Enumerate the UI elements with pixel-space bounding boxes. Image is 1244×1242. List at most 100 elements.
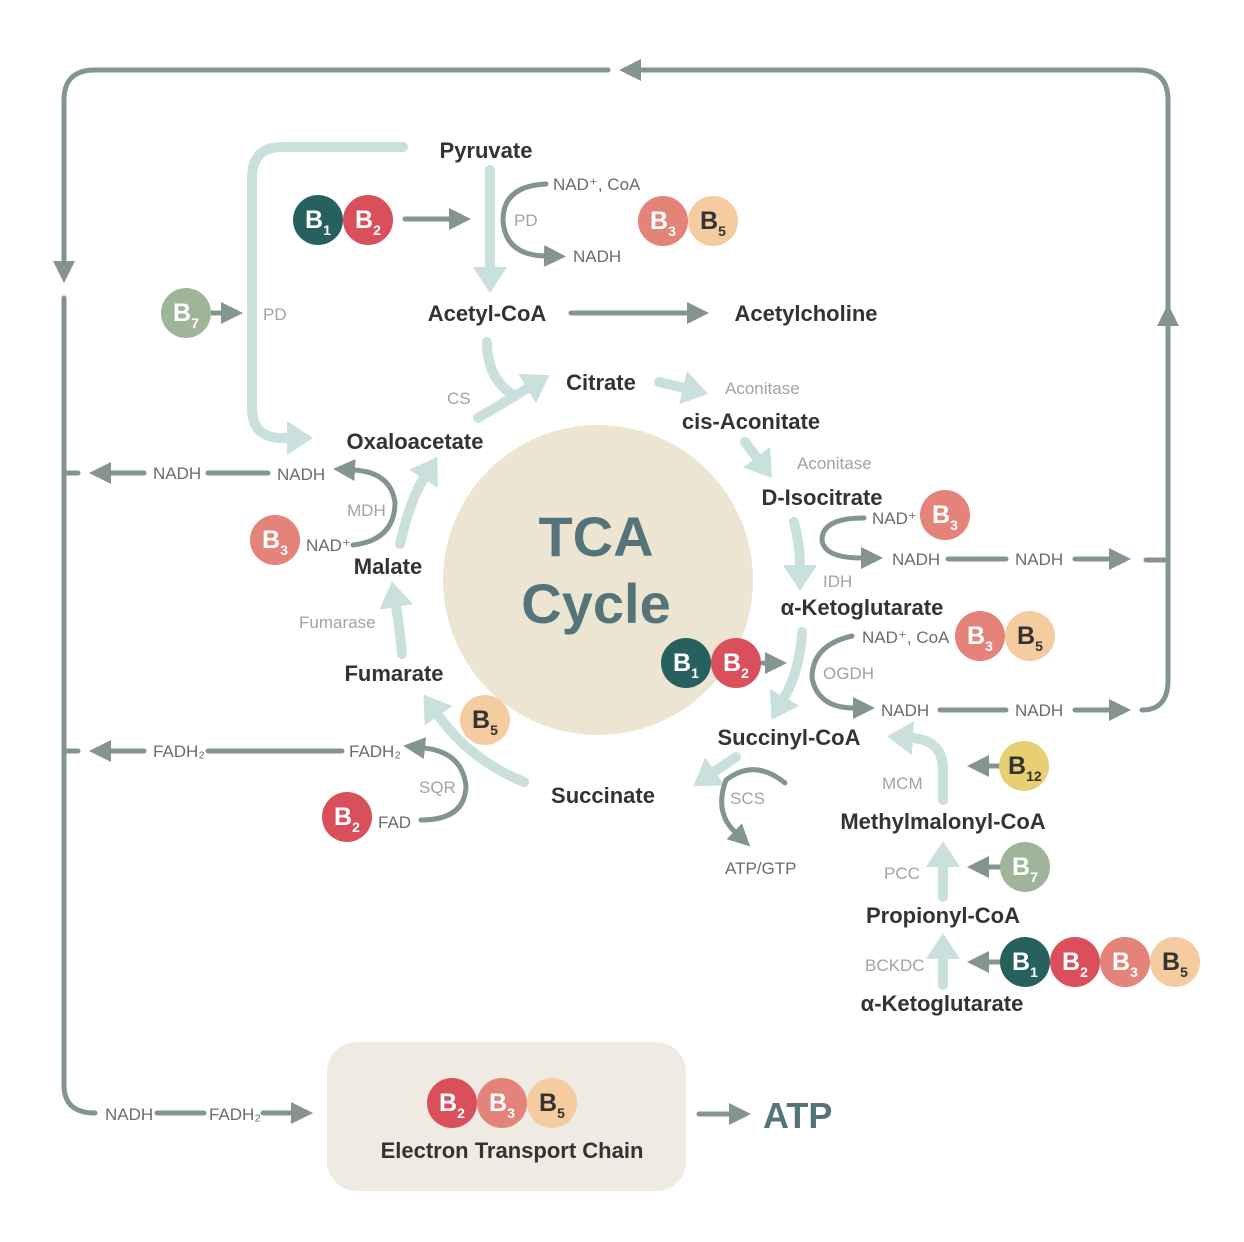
vitamin-badge-b7: B7 (1000, 842, 1050, 892)
cofactor-etc-in-2: FADH₂ (209, 1105, 261, 1124)
mdh-cofactor-arrow (333, 459, 398, 548)
cofactor-ogdh-out-2: NADH (1015, 701, 1063, 720)
cofactor-mdh-in: NAD⁺ (306, 536, 351, 555)
vitamin-badge-label: B2 (334, 803, 360, 835)
vitamin-badge-label: B2 (439, 1089, 465, 1121)
vitamin-badge-label: B7 (1012, 853, 1038, 885)
vitamin-badge-b3: B3 (638, 196, 688, 246)
vitamin-badge-b3: B3 (955, 611, 1005, 661)
vitamin-badge-circle (1050, 937, 1100, 987)
vitamin-badge-label: B3 (967, 622, 993, 654)
vitamin-badge-label: B5 (539, 1089, 565, 1121)
vitamin-badge-label: B2 (723, 649, 749, 681)
metabolite-citrate: Citrate (566, 370, 636, 395)
vitamin-badge-label: B2 (355, 206, 381, 238)
vitamin-badges: B1 B2 B3 B5 B7 B3 B3 B3 B5 B1 B2 B5 B12 B2 B7 B1 B2 B3 B5 B… (161, 195, 1200, 1128)
vitamin-badge-circle (322, 792, 372, 842)
metabolite-acetyl-coa: Acetyl-CoA (428, 301, 547, 326)
metabolite-propionyl-coa: Propionyl-CoA (866, 903, 1020, 928)
vitamin-badge-b1: B1 (1000, 937, 1050, 987)
idh-cofactor-arrow (819, 515, 883, 569)
malate-to-oxaloacetate-arrow (395, 456, 438, 549)
vitamin-badge-b2: B2 (1050, 937, 1100, 987)
vitamin-badge-circle (460, 695, 510, 745)
outer-loop-left-top (53, 67, 611, 283)
citrate-to-cisaconitate-arrow (654, 371, 709, 405)
vitamin-badge-b3: B3 (920, 490, 970, 540)
vitamin-badge-b5: B5 (1150, 937, 1200, 987)
vitamin-badge-circle (343, 195, 393, 245)
metabolite-fumarate: Fumarate (344, 661, 443, 686)
vitamin-badge-circle (161, 288, 211, 338)
pd-cofactor-arrow (500, 181, 566, 267)
outer-loop-top-line (619, 59, 1171, 313)
vitamin-badge-b5: B5 (1005, 611, 1055, 661)
isocitrate-to-aketoglutarate-arrow (782, 517, 817, 591)
cofactor-pd-out: NADH (573, 247, 621, 266)
vitamin-badge-label: B3 (1112, 948, 1138, 980)
vitamin-badge-circle (1150, 937, 1200, 987)
metabolite-a-ketoglutarate-2: α-Ketoglutarate (861, 991, 1024, 1016)
vitamin-badge-circle (1005, 611, 1055, 661)
enzyme-pd: PD (514, 211, 538, 230)
atp-label: ATP (763, 1095, 832, 1136)
etc-label: Electron Transport Chain (381, 1138, 644, 1163)
metabolite-succinate: Succinate (551, 783, 655, 808)
cofactor-ogdh-in: NAD⁺, CoA (862, 628, 950, 647)
vitamin-badge-circle (661, 638, 711, 688)
cofactor-sqr-in: FAD (378, 813, 411, 832)
vitamin-badge-b2: B2 (427, 1078, 477, 1128)
vitamin-badge-label: B1 (305, 206, 331, 238)
vitamin-badge-label: B3 (489, 1089, 515, 1121)
vitamin-badge-circle (920, 490, 970, 540)
vitamin-badge-b1: B1 (293, 195, 343, 245)
vitamin-badge-label: B3 (650, 207, 676, 239)
cofactor-idh-out-2: NADH (1015, 550, 1063, 569)
vitamin-badge-circle (250, 515, 300, 565)
enzyme-ogdh: OGDH (823, 664, 874, 683)
vitamin-badge-circle (688, 196, 738, 246)
cofactor-idh-in: NAD⁺ (872, 509, 917, 528)
vitamin-badge-b3: B3 (1100, 937, 1150, 987)
vitamin-badge-circle (638, 196, 688, 246)
enzyme-fumarase: Fumarase (299, 613, 376, 632)
tca-title-line2: Cycle (521, 572, 670, 635)
enzyme-pcc: PCC (884, 864, 920, 883)
vitamin-badge-label: B5 (1162, 948, 1188, 980)
metabolite-acetylcholine: Acetylcholine (734, 301, 877, 326)
vitamin-badge-b2: B2 (322, 792, 372, 842)
vitamin-badge-circle (527, 1078, 577, 1128)
cofactor-scs-out: ATP/GTP (725, 859, 796, 878)
enzyme-scs: SCS (730, 789, 765, 808)
vitamin-badge-b7: B7 (161, 288, 211, 338)
vitamin-badge-label: B3 (932, 501, 958, 533)
vitamin-badge-circle (1000, 842, 1050, 892)
vitamin-badge-circle (955, 611, 1005, 661)
vitamin-badge-label: B1 (673, 649, 699, 681)
enzyme-cs: CS (447, 389, 471, 408)
vitamin-badge-label: B5 (1017, 622, 1043, 654)
enzyme-idh: IDH (823, 572, 852, 591)
metabolite-cis-aconitate: cis-Aconitate (682, 409, 820, 434)
vitamin-badge-b2: B2 (343, 195, 393, 245)
vitamin-badge-circle (477, 1078, 527, 1128)
metabolite-malate: Malate (354, 554, 422, 579)
enzyme-aconitase: Aconitase (725, 379, 800, 398)
enzyme-mcm: MCM (882, 774, 923, 793)
vitamin-badge-b12: B12 (999, 741, 1049, 791)
metabolite-oxaloacetate: Oxaloacetate (347, 429, 484, 454)
methylmalonyl-to-succinylcoa-arrow (887, 721, 948, 805)
vitamin-badge-b2: B2 (711, 638, 761, 688)
cofactor-mdh-out-2: NADH (153, 464, 201, 483)
vitamin-badge-label: B5 (700, 207, 726, 239)
vitamin-badge-circle (293, 195, 343, 245)
vitamin-badge-circle (999, 741, 1049, 791)
outer-loop-left (61, 295, 98, 1116)
succinate-to-fumarate-arrow (423, 694, 529, 787)
sqr-cofactor-arrow (403, 737, 469, 823)
vitamin-badge-circle (427, 1078, 477, 1128)
vitamin-badge-b1: B1 (661, 638, 711, 688)
enzyme-mdh: MDH (347, 501, 386, 520)
cisaconitate-to-isocitrate-arrow (740, 437, 772, 478)
oxaloacetate-to-citrate-arrow (473, 373, 550, 423)
